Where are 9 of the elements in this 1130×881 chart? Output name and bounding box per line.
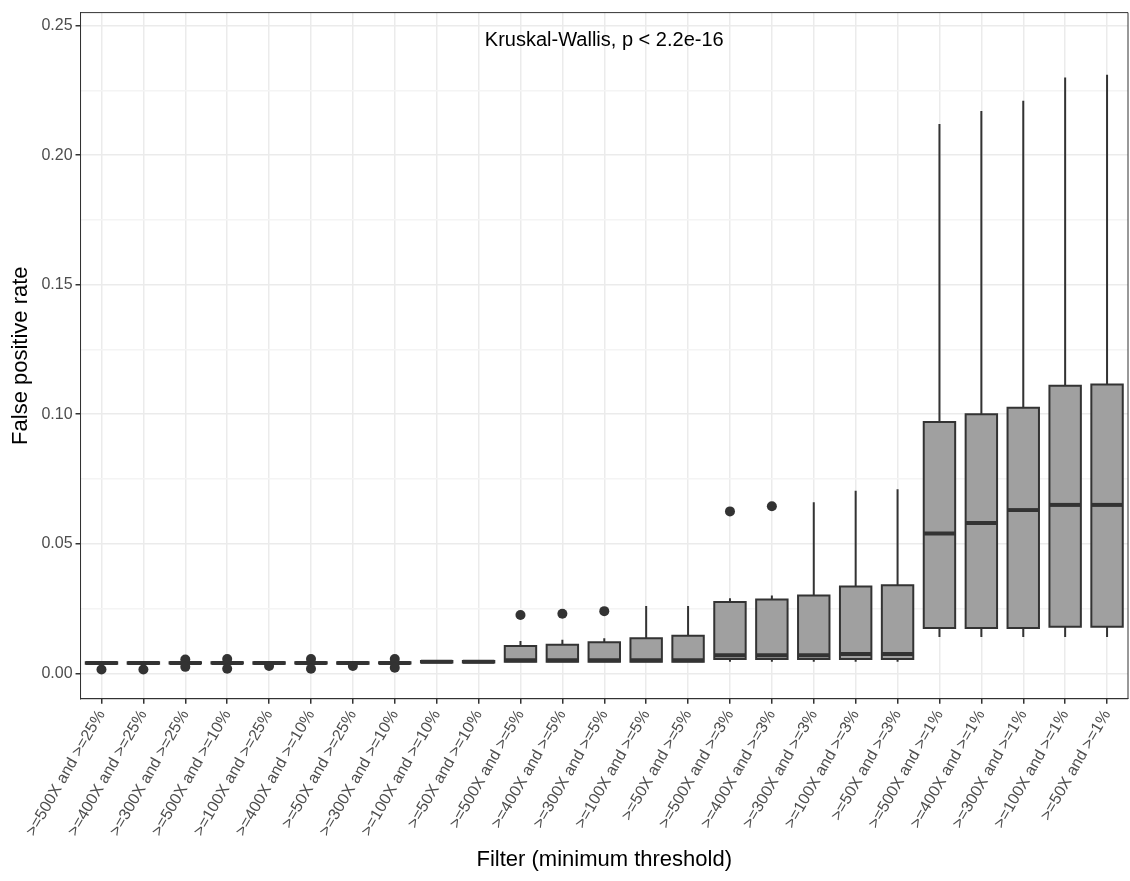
y-tick-label: 0.10 (41, 404, 73, 422)
y-tick-label: 0.15 (41, 275, 73, 293)
y-tick-label: 0.00 (41, 663, 73, 681)
annotation: Kruskal-Wallis, p < 2.2e-16 (484, 28, 724, 51)
y-tick-label: 0.05 (41, 534, 73, 552)
x-axis-title: Filter (minimum threshold) (476, 845, 733, 871)
y-tick-label: 0.20 (41, 145, 73, 163)
y-axis-title: False positive rate (7, 266, 33, 445)
y-tick-label: 0.25 (41, 15, 73, 33)
